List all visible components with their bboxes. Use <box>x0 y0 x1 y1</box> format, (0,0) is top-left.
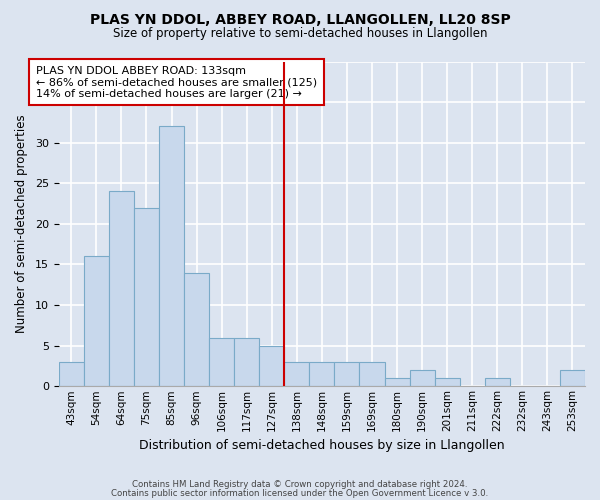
Bar <box>209 338 234 386</box>
Text: Size of property relative to semi-detached houses in Llangollen: Size of property relative to semi-detach… <box>113 28 487 40</box>
Text: Contains HM Land Registry data © Crown copyright and database right 2024.: Contains HM Land Registry data © Crown c… <box>132 480 468 489</box>
Bar <box>410 370 434 386</box>
Bar <box>310 362 334 386</box>
Bar <box>560 370 585 386</box>
Bar <box>59 362 84 386</box>
Text: PLAS YN DDOL ABBEY ROAD: 133sqm
← 86% of semi-detached houses are smaller (125)
: PLAS YN DDOL ABBEY ROAD: 133sqm ← 86% of… <box>36 66 317 99</box>
Text: Contains public sector information licensed under the Open Government Licence v : Contains public sector information licen… <box>112 488 488 498</box>
Bar <box>259 346 284 387</box>
Bar <box>234 338 259 386</box>
Bar <box>485 378 510 386</box>
Bar <box>134 208 159 386</box>
Bar <box>84 256 109 386</box>
Bar <box>334 362 359 386</box>
Bar <box>385 378 410 386</box>
Bar <box>434 378 460 386</box>
X-axis label: Distribution of semi-detached houses by size in Llangollen: Distribution of semi-detached houses by … <box>139 440 505 452</box>
Text: PLAS YN DDOL, ABBEY ROAD, LLANGOLLEN, LL20 8SP: PLAS YN DDOL, ABBEY ROAD, LLANGOLLEN, LL… <box>89 12 511 26</box>
Bar <box>159 126 184 386</box>
Y-axis label: Number of semi-detached properties: Number of semi-detached properties <box>15 114 28 333</box>
Bar <box>359 362 385 386</box>
Bar <box>184 272 209 386</box>
Bar <box>284 362 310 386</box>
Bar <box>109 192 134 386</box>
